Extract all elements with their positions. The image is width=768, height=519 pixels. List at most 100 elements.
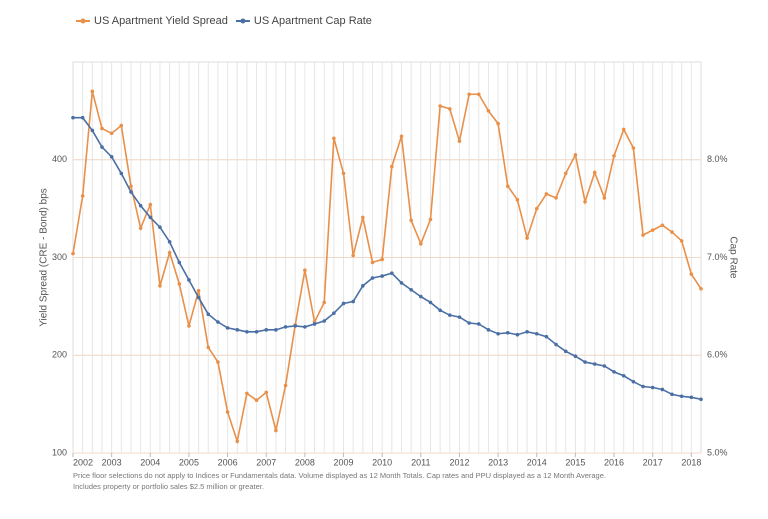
data-point — [71, 251, 75, 256]
data-point — [641, 384, 645, 389]
data-point — [177, 282, 182, 286]
y2-axis-title: Cap Rate — [727, 236, 738, 279]
data-point — [660, 387, 665, 392]
data-point — [90, 128, 95, 133]
data-point — [138, 226, 143, 230]
data-point — [554, 196, 558, 200]
data-point — [206, 345, 211, 350]
data-point — [573, 354, 578, 359]
data-point — [554, 342, 558, 347]
data-point — [496, 331, 500, 336]
data-point — [274, 328, 278, 332]
data-point — [699, 286, 703, 291]
x-tick-label: 2013 — [488, 457, 508, 467]
data-point — [109, 155, 114, 159]
data-point — [119, 123, 124, 128]
data-point — [245, 329, 249, 334]
data-point — [476, 92, 481, 97]
data-point — [361, 284, 365, 288]
data-point — [332, 136, 336, 141]
data-point — [303, 325, 307, 329]
data-point — [525, 329, 529, 334]
data-point — [225, 326, 230, 330]
legend-label: US Apartment Yield Spread — [94, 15, 228, 27]
x-tick-label: 2012 — [449, 457, 469, 467]
data-point — [699, 397, 703, 402]
data-point — [496, 121, 500, 126]
legend-marker — [240, 18, 246, 24]
data-point — [409, 287, 413, 292]
x-tick-label: 2018 — [681, 457, 701, 467]
data-point — [486, 109, 491, 113]
data-point — [148, 215, 153, 220]
data-point — [621, 373, 626, 378]
data-point — [583, 199, 587, 204]
x-tick-label: 2010 — [372, 457, 392, 467]
data-point — [167, 240, 172, 244]
data-point — [563, 171, 568, 176]
x-tick-label: 2015 — [565, 457, 585, 467]
data-point — [428, 217, 433, 222]
data-point — [660, 223, 665, 228]
data-point — [563, 349, 568, 354]
data-point — [583, 360, 587, 364]
y-tick-label: 300 — [52, 252, 67, 262]
data-point — [486, 328, 491, 332]
x-tick-label: 2004 — [140, 457, 160, 467]
data-point — [187, 278, 191, 282]
data-point — [380, 257, 384, 262]
data-point — [341, 171, 346, 176]
y2-tick-label: 6.0% — [707, 350, 728, 360]
y-tick-label: 400 — [52, 154, 67, 164]
data-point — [679, 239, 684, 243]
x-tick-label: 2003 — [102, 457, 122, 467]
data-point — [100, 126, 104, 131]
data-point — [689, 395, 694, 400]
x-tick-label: 2011 — [411, 457, 430, 467]
data-point — [71, 115, 75, 120]
x-tick-label: 2007 — [256, 457, 276, 467]
y-tick-label: 100 — [52, 447, 67, 457]
data-point — [525, 236, 529, 240]
legend: US Apartment Yield Spread US Apartment Ca… — [76, 15, 372, 27]
data-point — [515, 198, 520, 202]
y2-tick-label: 7.0% — [707, 252, 728, 262]
data-point — [689, 272, 694, 276]
data-point — [158, 284, 162, 288]
data-point — [303, 268, 307, 273]
y-axis-title: Yield Spread (CRE - Bond) bps — [39, 188, 50, 327]
data-point — [467, 92, 471, 97]
data-point — [370, 260, 375, 265]
data-point — [419, 294, 423, 299]
series-line — [72, 91, 702, 445]
data-point — [670, 392, 674, 397]
data-point — [332, 311, 336, 316]
data-point — [235, 328, 240, 332]
y2-tick-label: 5.0% — [707, 447, 728, 457]
x-tick-label: 2016 — [604, 457, 624, 467]
data-point — [264, 390, 269, 395]
data-point — [370, 276, 375, 280]
data-point — [177, 260, 182, 265]
x-tick-label: 2005 — [179, 457, 199, 467]
data-point — [409, 218, 413, 223]
data-point — [621, 127, 626, 132]
data-point — [312, 322, 317, 326]
data-point — [438, 104, 442, 108]
footnote: Price floor selections do not apply to I… — [73, 471, 606, 480]
data-point — [216, 320, 220, 324]
data-point — [274, 428, 278, 433]
x-tick-label: 2014 — [527, 457, 547, 467]
data-point — [534, 331, 539, 336]
data-point — [428, 300, 433, 305]
legend-marker — [80, 18, 86, 24]
data-point — [505, 330, 510, 335]
data-point — [390, 164, 394, 169]
data-point — [448, 107, 452, 111]
data-point — [293, 324, 298, 328]
data-point — [592, 362, 597, 366]
data-point — [196, 288, 201, 293]
y2-tick-label: 8.0% — [707, 154, 728, 164]
